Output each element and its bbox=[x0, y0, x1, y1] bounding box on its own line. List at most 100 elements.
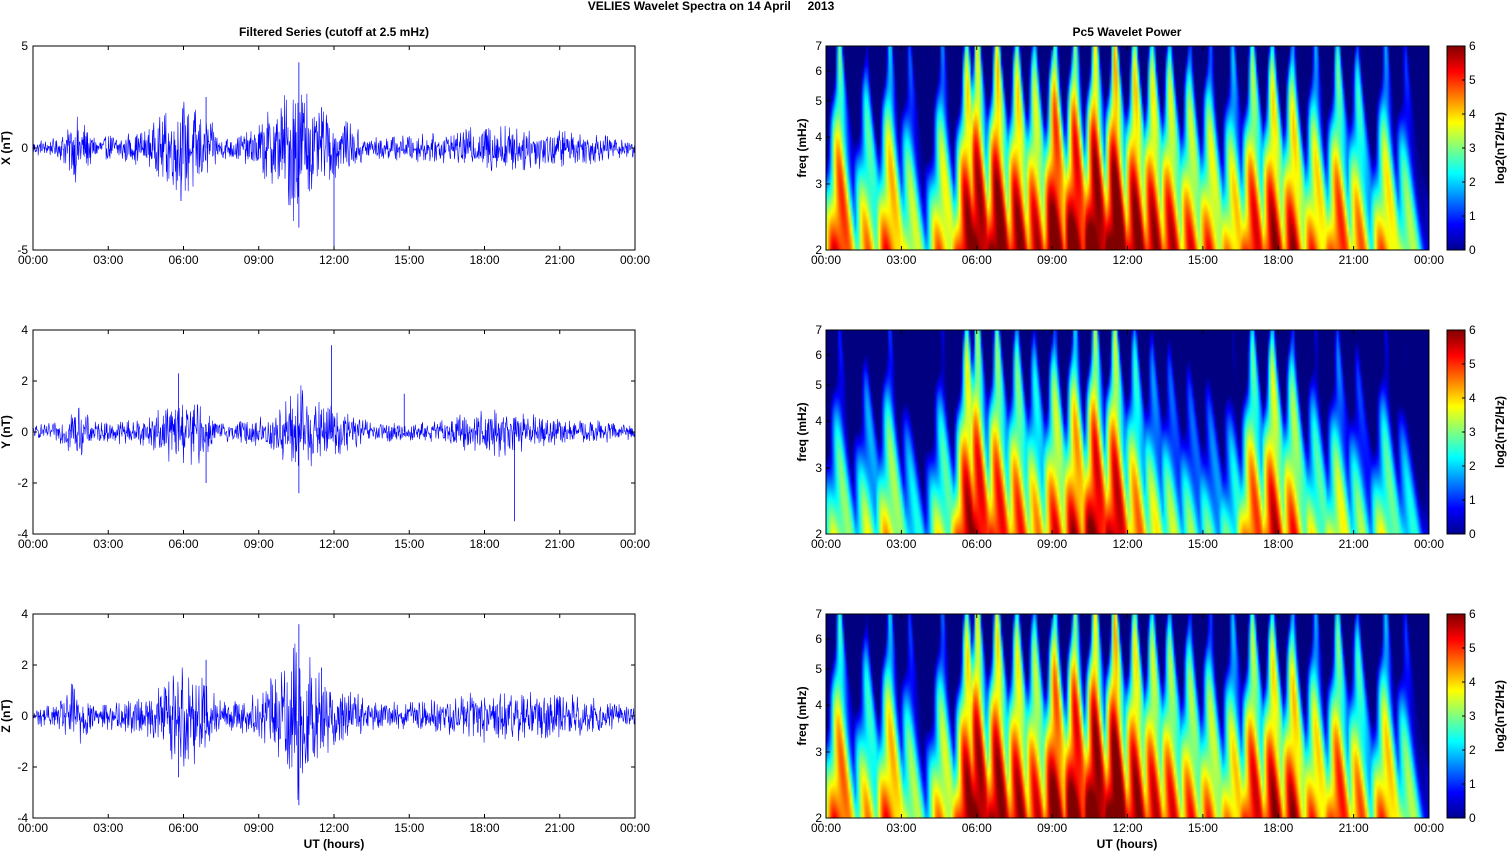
y-filtered-series-xtick-label: 18:00 bbox=[469, 537, 499, 551]
z-wavelet-power-ylabel: freq (mHz) bbox=[795, 686, 809, 745]
x-wavelet-power-panel: 2 3 4 5 6 7 freq (mHz) 00:00 03:00 06:00 09:00 12:0… bbox=[795, 39, 1507, 267]
z-wavelet-power-xtick-label: 18:00 bbox=[1263, 821, 1293, 835]
x-wavelet-power-xtick-label: 00:00 bbox=[1414, 253, 1444, 267]
y-filtered-series-xtick-label: 15:00 bbox=[394, 537, 424, 551]
y-filtered-series-xtick-label: 03:00 bbox=[93, 537, 123, 551]
z-wavelet-power-ytick-label: 3 bbox=[815, 745, 822, 759]
y-filtered-series-ylabel: Y (nT) bbox=[0, 415, 13, 449]
x-wavelet-power-image bbox=[826, 46, 1429, 250]
x-filtered-series-ytick-label: 0 bbox=[21, 141, 28, 155]
z-wavelet-power-xtick-label: 21:00 bbox=[1339, 821, 1369, 835]
x-wavelet-power-colorbar-tick-label: 3 bbox=[1469, 141, 1476, 155]
x-filtered-series-panel: -5 0 5 X (nT) 00:00 03:00 06:00 09:00 12:00 15:00… bbox=[0, 39, 650, 267]
z-wavelet-power-colorbar-tick-label: 0 bbox=[1469, 811, 1476, 825]
x-wavelet-power-xtick-label: 06:00 bbox=[962, 253, 992, 267]
right-column-title: Pc5 Wavelet Power bbox=[1073, 25, 1182, 39]
x-filtered-series-xtick-label: 12:00 bbox=[319, 253, 349, 267]
x-wavelet-power-ytick-label: 4 bbox=[815, 130, 822, 144]
z-wavelet-power-xtick-label: 00:00 bbox=[811, 821, 841, 835]
x-filtered-series-xtick-label: 21:00 bbox=[545, 253, 575, 267]
z-wavelet-power-xtick-label: 03:00 bbox=[886, 821, 916, 835]
z-wavelet-power-xtick-label: 06:00 bbox=[962, 821, 992, 835]
z-filtered-series-xtick-label: 12:00 bbox=[319, 821, 349, 835]
x-wavelet-power-xtick-label: 18:00 bbox=[1263, 253, 1293, 267]
z-filtered-series-xtick-label: 03:00 bbox=[93, 821, 123, 835]
y-wavelet-power-xtick-label: 03:00 bbox=[886, 537, 916, 551]
z-filtered-series-xtick-label: 15:00 bbox=[394, 821, 424, 835]
y-wavelet-power-xtick-label: 12:00 bbox=[1112, 537, 1142, 551]
figure-suptitle: VELIES Wavelet Spectra on 14 April 2013 bbox=[588, 0, 835, 13]
y-wavelet-power-ylabel: freq (mHz) bbox=[795, 402, 809, 461]
z-wavelet-power-ytick-label: 7 bbox=[815, 607, 822, 621]
z-wavelet-power-xtick-label: 00:00 bbox=[1414, 821, 1444, 835]
x-filtered-series-xtick-label: 00:00 bbox=[18, 253, 48, 267]
y-wavelet-power-colorbar-tick-label: 1 bbox=[1469, 493, 1476, 507]
z-filtered-series-trace bbox=[32, 643, 636, 800]
z-wavelet-power-colorbar-tick-label: 3 bbox=[1469, 709, 1476, 723]
y-wavelet-power-image bbox=[826, 330, 1429, 534]
x-wavelet-power-ylabel: freq (mHz) bbox=[795, 118, 809, 177]
z-filtered-series-plot-area bbox=[33, 614, 635, 818]
y-filtered-series-xtick-label: 00:00 bbox=[18, 537, 48, 551]
y-wavelet-power-xtick-label: 18:00 bbox=[1263, 537, 1293, 551]
y-wavelet-power-xtick-label: 06:00 bbox=[962, 537, 992, 551]
z-wavelet-power-ytick-label: 4 bbox=[815, 698, 822, 712]
z-wavelet-power-panel: 2 3 4 5 6 7 freq (mHz) 00:00 03:00 06:00 09:00 12:0… bbox=[795, 607, 1507, 835]
z-filtered-series-xtick-label: 00:00 bbox=[18, 821, 48, 835]
z-wavelet-power-ytick-label: 2 bbox=[815, 811, 822, 825]
x-filtered-series-xtick-label: 15:00 bbox=[394, 253, 424, 267]
z-wavelet-power-colorbar-tick-label: 4 bbox=[1469, 675, 1476, 689]
z-filtered-series-xtick-label: 18:00 bbox=[469, 821, 499, 835]
x-wavelet-power-xtick-label: 12:00 bbox=[1112, 253, 1142, 267]
left-xaxis-label: UT (hours) bbox=[304, 837, 365, 851]
y-wavelet-power-colorbar-label: log2(nT2/Hz) bbox=[1493, 396, 1507, 468]
x-wavelet-power-ytick-label: 7 bbox=[815, 39, 822, 53]
x-wavelet-power-xtick-label: 00:00 bbox=[811, 253, 841, 267]
left-column-title: Filtered Series (cutoff at 2.5 mHz) bbox=[239, 25, 429, 39]
right-xaxis-label: UT (hours) bbox=[1097, 837, 1158, 851]
z-wavelet-power-xtick-label: 09:00 bbox=[1037, 821, 1067, 835]
y-wavelet-power-colorbar-tick-label: 3 bbox=[1469, 425, 1476, 439]
y-wavelet-power-colorbar-tick-label: 4 bbox=[1469, 391, 1476, 405]
z-filtered-series-xtick-label: 21:00 bbox=[545, 821, 575, 835]
z-wavelet-power-colorbar-tick-label: 5 bbox=[1469, 641, 1476, 655]
x-filtered-series-xtick-label: 18:00 bbox=[469, 253, 499, 267]
x-filtered-series-xtick-label: 03:00 bbox=[93, 253, 123, 267]
z-filtered-series-xtick-label: 00:00 bbox=[620, 821, 650, 835]
y-filtered-series-trace bbox=[32, 385, 636, 467]
z-filtered-series-xtick-label: 06:00 bbox=[168, 821, 198, 835]
y-wavelet-power-xtick-label: 21:00 bbox=[1339, 537, 1369, 551]
y-wavelet-power-colorbar-tick-label: 6 bbox=[1469, 323, 1476, 337]
y-filtered-series-xtick-label: 12:00 bbox=[319, 537, 349, 551]
x-wavelet-power-colorbar-tick-label: 1 bbox=[1469, 209, 1476, 223]
x-filtered-series-xtick-label: 00:00 bbox=[620, 253, 650, 267]
z-wavelet-power-ytick-label: 5 bbox=[815, 662, 822, 676]
y-wavelet-power-colorbar-tick-label: 5 bbox=[1469, 357, 1476, 371]
y-wavelet-power-xtick-label: 00:00 bbox=[811, 537, 841, 551]
x-filtered-series-ylabel: X (nT) bbox=[0, 131, 13, 165]
y-filtered-series-xtick-label: 06:00 bbox=[168, 537, 198, 551]
x-wavelet-power-xtick-label: 15:00 bbox=[1188, 253, 1218, 267]
x-wavelet-power-colorbar-tick-label: 4 bbox=[1469, 107, 1476, 121]
x-wavelet-power-ytick-label: 6 bbox=[815, 64, 822, 78]
y-filtered-series-panel: -4 -2 0 2 4 Y (nT) 00:00 03:00 06:00 09:00 12:00 15… bbox=[0, 323, 650, 551]
y-wavelet-power-colorbar-tick-label: 0 bbox=[1469, 527, 1476, 541]
x-filtered-series-ytick-label: 5 bbox=[21, 39, 28, 53]
z-filtered-series-panel: -4 -2 0 2 4 Z (nT) 00:00 03:00 06:00 09:00 12:00 15… bbox=[0, 607, 650, 835]
y-filtered-series-xtick-label: 09:00 bbox=[244, 537, 274, 551]
y-wavelet-power-colorbar-tick-label: 2 bbox=[1469, 459, 1476, 473]
y-filtered-series-ytick-label: 0 bbox=[21, 425, 28, 439]
x-filtered-series-xtick-label: 06:00 bbox=[168, 253, 198, 267]
x-wavelet-power-ytick-label: 3 bbox=[815, 177, 822, 191]
y-wavelet-power-xtick-label: 15:00 bbox=[1188, 537, 1218, 551]
y-filtered-series-ytick-label: 2 bbox=[21, 374, 28, 388]
x-wavelet-power-colorbar-tick-label: 2 bbox=[1469, 175, 1476, 189]
z-wavelet-power-ytick-label: 6 bbox=[815, 632, 822, 646]
y-wavelet-power-ytick-label: 7 bbox=[815, 323, 822, 337]
x-wavelet-power-colorbar-tick-label: 5 bbox=[1469, 73, 1476, 87]
y-wavelet-power-ytick-label: 3 bbox=[815, 461, 822, 475]
x-wavelet-power-colorbar-tick-label: 0 bbox=[1469, 243, 1476, 257]
x-filtered-series-xtick-label: 09:00 bbox=[244, 253, 274, 267]
y-filtered-series-ytick-label: -2 bbox=[17, 476, 28, 490]
